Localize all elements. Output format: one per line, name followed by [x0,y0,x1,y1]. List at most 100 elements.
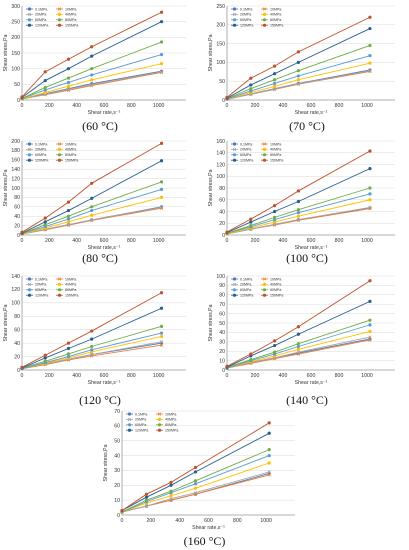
x-tick-label: 1000 [260,518,272,524]
y-tick-label: 250 [216,4,225,10]
x-tick-label: 600 [100,103,109,109]
x-tick-label: 400 [72,103,81,109]
data-point-20MPa-b [272,87,277,91]
data-point-120MPa [368,26,372,31]
data-point-60MPa [296,211,300,215]
data-point-60MPa [193,482,198,486]
y-tick-label: 40 [219,209,225,215]
data-point-150MPa [43,216,47,220]
y-tick-label: 140 [216,151,225,157]
legend-label: 150MPa [270,294,283,298]
panel-caption: (80 °C) [82,251,118,265]
x-tick-label: 800 [335,373,344,379]
data-point-60MPa [296,344,300,349]
legend-label: 10MPa [65,7,76,11]
legend-marker [262,153,267,157]
y-tick-label: 60 [14,205,20,211]
data-point-20MPa-b [66,222,71,227]
data-point-40MPa [169,494,173,498]
y-axis-label: Shear stress,Pa [208,169,214,206]
legend-marker [27,277,32,281]
legend-marker [157,428,162,432]
legend-label: 150MPa [270,159,283,163]
data-point-150MPa [90,181,94,185]
data-point-80MPa [43,85,47,90]
legend-label: 60MPa [240,18,251,22]
y-tick-label: 200 [11,35,20,41]
data-point-80MPa [267,448,271,452]
chart-panel-1: 0 50 100 150 200 250 0 200 400 600 800 1000 Shear ra… [208,4,395,133]
data-point-80MPa [66,352,71,356]
y-tick-label: 100 [11,186,20,192]
data-point-20MPa-b [159,340,164,344]
data-point-10MPa-b [159,343,164,347]
data-point-150MPa [267,421,271,425]
legend-marker [232,277,237,281]
chart-panel-0: 0 50 100 150 200 250 300 0 200 400 600 800 1000 Shear… [3,4,186,133]
x-tick-label: 0 [226,238,229,244]
legend-marker [232,18,237,22]
y-tick-label: 20 [219,221,225,227]
legend-label: 10MPa [65,142,76,146]
data-point-150MPa [90,329,94,333]
y-tick-label: 100 [216,60,225,66]
legend-label: 120MPa [240,294,253,298]
y-tick-label: 90 [219,283,225,289]
legend-label: 40MPa [65,283,76,287]
data-point-150MPa [249,76,253,80]
data-point-20MPa-b [66,87,71,92]
data-point-80MPa [296,342,300,346]
y-tick-label: 150 [11,51,20,57]
data-point-20MPa-b [368,68,372,73]
data-point-80MPa [249,358,253,362]
y-tick-label: 30 [219,340,225,346]
y-tick-label: 60 [219,311,225,317]
legend-label: 0.1MPa [35,7,47,11]
legend-label: 80MPa [165,423,176,427]
y-tick-label: 40 [14,214,20,220]
x-tick-label: 200 [251,103,260,109]
data-point-120MPa [273,72,277,76]
data-point-80MPa [43,359,47,363]
legend-marker [57,282,62,286]
legend-marker [127,423,132,427]
legend-label: 10MPa [270,142,281,146]
legend-label: 80MPa [65,18,76,22]
y-tick-label: 100 [11,301,20,307]
x-tick-label: 1000 [153,373,165,379]
data-point-120MPa [90,337,94,341]
legend-marker [232,23,237,27]
legend-label: 10MPa [270,7,281,11]
legend-label: 40MPa [270,13,281,17]
data-point-60MPa [90,73,94,77]
data-point-150MPa [249,217,253,221]
legend-marker [232,7,237,11]
panel-caption: (60 °C) [82,119,118,133]
legend-marker [262,18,267,22]
panel-caption: (160 °C) [184,534,226,548]
y-tick-label: 200 [216,23,225,29]
y-axis-label: Shear stress,Pa [208,34,214,71]
legend-marker [57,293,62,297]
data-point-120MPa [273,209,277,214]
data-point-20MPa-b [90,82,94,87]
data-point-150MPa [66,57,71,61]
data-point-120MPa [66,208,71,213]
data-point-40MPa [159,334,164,339]
x-tick-label: 800 [127,373,136,379]
x-tick-label: 1000 [153,103,165,109]
data-point-80MPa [90,344,94,349]
x-tick-label: 1000 [153,238,165,244]
legend-label: 150MPa [165,429,178,433]
data-point-40MPa [296,214,300,218]
legend-marker-b [232,147,237,152]
x-axis-label: Shear rate,s⁻¹ [295,380,328,386]
legend-label: 150MPa [65,24,78,28]
legend-marker [262,282,267,286]
data-point-80MPa [159,180,164,184]
data-point-150MPa [66,341,71,345]
legend-marker [232,142,237,146]
y-tick-label: 50 [219,321,225,327]
data-point-150MPa [225,364,229,368]
